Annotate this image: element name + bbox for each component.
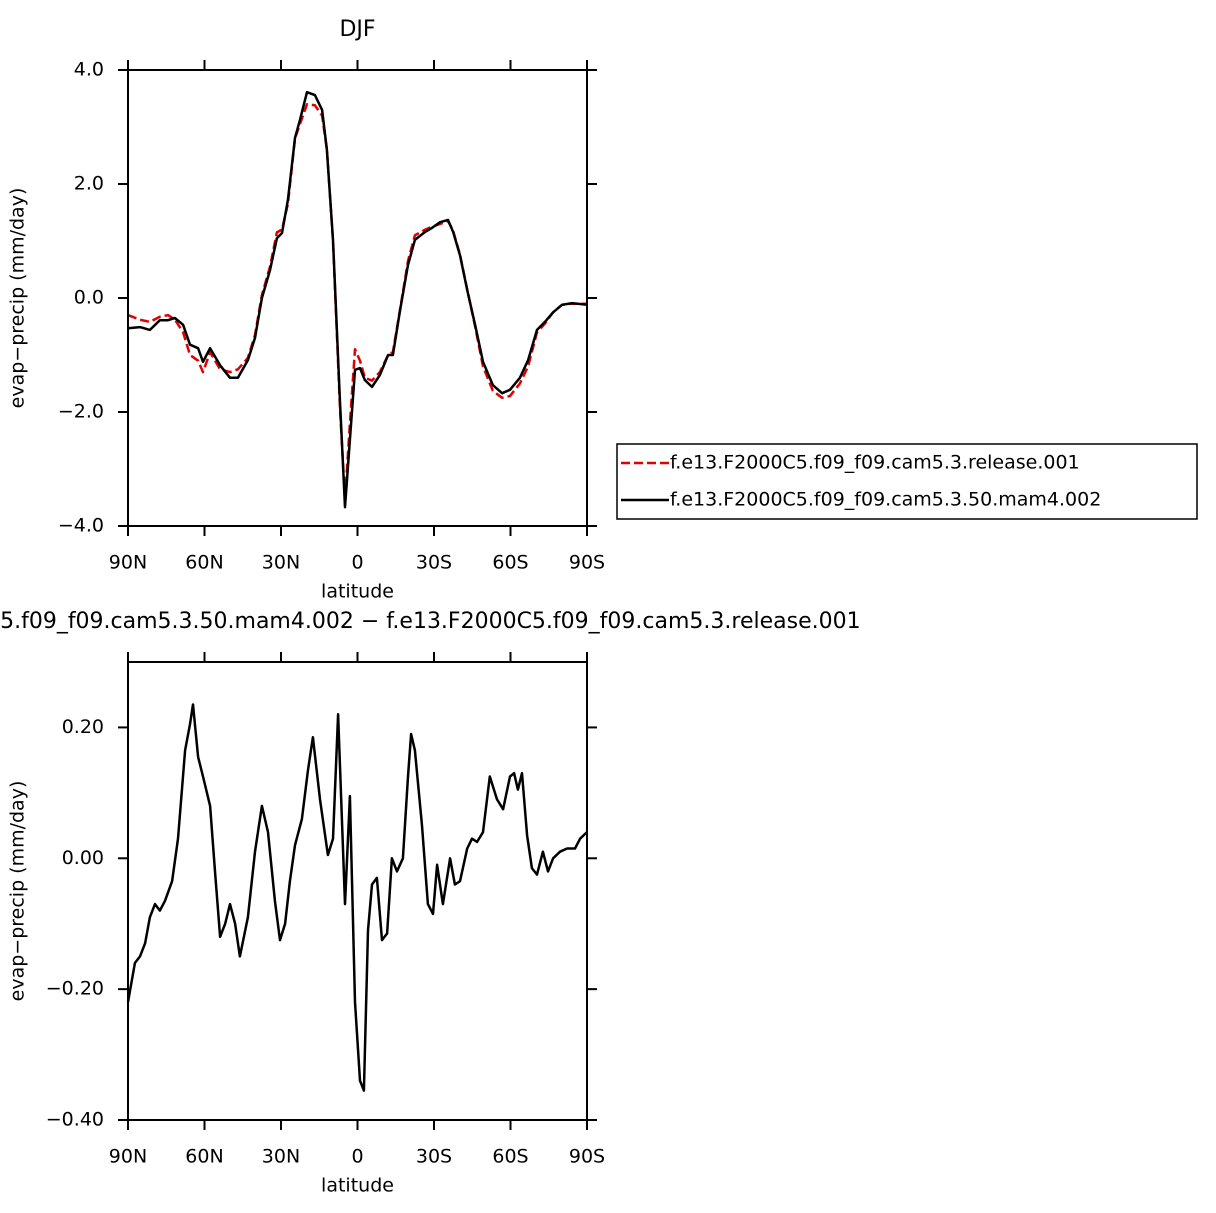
x-tick-label: 0 xyxy=(351,552,363,574)
y-tick-label: 0.0 xyxy=(74,287,104,309)
x-tick-label: 30N xyxy=(262,552,300,574)
x-tick-label: 30S xyxy=(416,1146,452,1168)
x-tick-label: 90N xyxy=(109,552,147,574)
y-tick-label: −2.0 xyxy=(58,401,104,423)
plot-frame xyxy=(127,661,588,1121)
x-tick-label: 30N xyxy=(262,1146,300,1168)
chart-title: f.e13.F2000C5.f09_f09.cam5.3.50.mam4.002… xyxy=(0,609,861,634)
x-tick-label: 60N xyxy=(185,1146,223,1168)
x-tick-label: 60S xyxy=(492,552,528,574)
legend-label: f.e13.F2000C5.f09_f09.cam5.3.50.mam4.002 xyxy=(670,489,1101,511)
y-tick-label: −4.0 xyxy=(58,515,104,537)
x-tick-label: 90S xyxy=(569,552,605,574)
y-tick-label: 2.0 xyxy=(74,173,104,195)
x-tick-label: 0 xyxy=(351,1146,363,1168)
series-line xyxy=(127,90,588,509)
y-axis-label: evap−precip (mm/day) xyxy=(7,188,29,409)
y-axis-label: evap−precip (mm/day) xyxy=(7,781,29,1002)
x-axis-label: latitude xyxy=(321,581,394,603)
x-tick-label: 90N xyxy=(109,1146,147,1168)
y-tick-label: −0.20 xyxy=(46,978,104,1000)
legend-box xyxy=(616,443,1198,520)
y-tick-label: −0.40 xyxy=(46,1109,104,1131)
x-tick-label: 30S xyxy=(416,552,452,574)
y-tick-label: 0.00 xyxy=(62,847,104,869)
plot-frame xyxy=(127,69,588,527)
x-axis-label: latitude xyxy=(321,1175,394,1197)
series-line xyxy=(127,102,587,502)
x-tick-label: 60S xyxy=(492,1146,528,1168)
chart-title: DJF xyxy=(339,17,375,42)
y-tick-label: 0.20 xyxy=(62,716,104,738)
x-tick-label: 60N xyxy=(185,552,223,574)
series-line xyxy=(126,703,588,1092)
legend-label: f.e13.F2000C5.f09_f09.cam5.3.release.001 xyxy=(670,452,1080,474)
y-tick-label: 4.0 xyxy=(74,59,104,81)
x-tick-label: 90S xyxy=(569,1146,605,1168)
